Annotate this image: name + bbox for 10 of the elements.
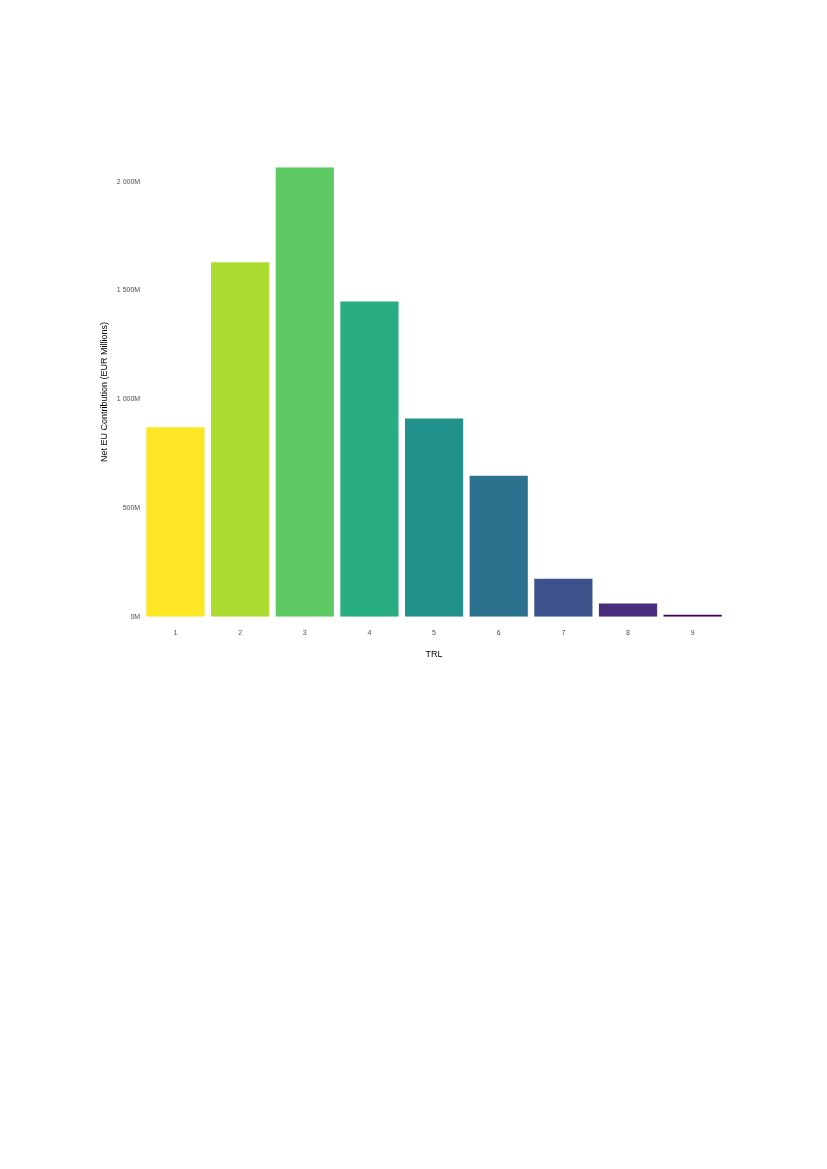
- y-axis-title: Net EU Contribution (EUR Millions): [98, 321, 109, 463]
- bar: [275, 167, 334, 617]
- x-axis-title: TRL: [425, 649, 443, 660]
- bar: [146, 427, 205, 617]
- bar: [404, 418, 464, 617]
- bar: [598, 603, 658, 617]
- bar: [534, 578, 593, 617]
- bar: [211, 262, 270, 617]
- bar: [340, 301, 399, 617]
- bar: [469, 475, 528, 617]
